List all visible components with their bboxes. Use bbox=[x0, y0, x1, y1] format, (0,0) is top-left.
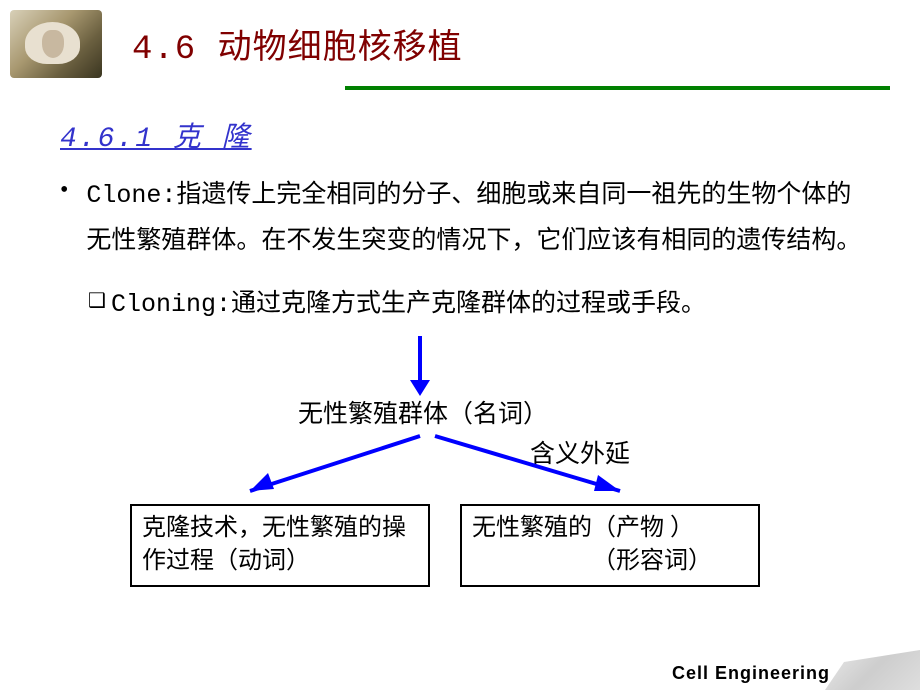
diagram-box-right: 无性繁殖的（产物 ） （形容词） bbox=[460, 504, 760, 587]
box-right-line1: 无性繁殖的（产物 ） bbox=[472, 515, 694, 541]
arrow-right-icon bbox=[430, 431, 650, 511]
arrow-left-icon bbox=[230, 431, 430, 511]
diagram-box-left: 克隆技术，无性繁殖的操作过程（动词） bbox=[130, 504, 430, 587]
section-heading: 4.6.1 克 隆 bbox=[60, 115, 870, 155]
header: 4.6 动物细胞核移植 bbox=[0, 0, 920, 78]
arrow-down-icon bbox=[410, 336, 430, 396]
bullet-dot: • bbox=[60, 177, 68, 204]
footer-text: Cell Engineering bbox=[672, 663, 830, 684]
clone-definition-text: Clone:指遗传上完全相同的分子、细胞或来自同一祖先的生物个体的无性繁殖群体。… bbox=[86, 173, 870, 266]
content-area: 4.6.1 克 隆 • Clone:指遗传上完全相同的分子、细胞或来自同一祖先的… bbox=[0, 90, 920, 596]
concept-diagram: 无性繁殖群体（名词） 含义外延 克隆技术，无性繁殖的操作过程（动词） 无性繁殖的… bbox=[100, 336, 900, 596]
diagram-top-node: 无性繁殖群体（名词） bbox=[298, 394, 548, 430]
box-right-line2: （形容词） bbox=[472, 545, 712, 579]
sheep-image bbox=[10, 10, 102, 78]
clone-definition-row: • Clone:指遗传上完全相同的分子、细胞或来自同一祖先的生物个体的无性繁殖群… bbox=[60, 173, 870, 266]
cloning-definition-row: ❑ Cloning:通过克隆方式生产克隆群体的过程或手段。 bbox=[88, 282, 870, 328]
bullet-square: ❑ bbox=[88, 288, 106, 313]
cloning-definition-text: Cloning:通过克隆方式生产克隆群体的过程或手段。 bbox=[111, 282, 706, 328]
main-title: 4.6 动物细胞核移植 bbox=[132, 19, 463, 69]
footer-decoration bbox=[825, 650, 920, 690]
